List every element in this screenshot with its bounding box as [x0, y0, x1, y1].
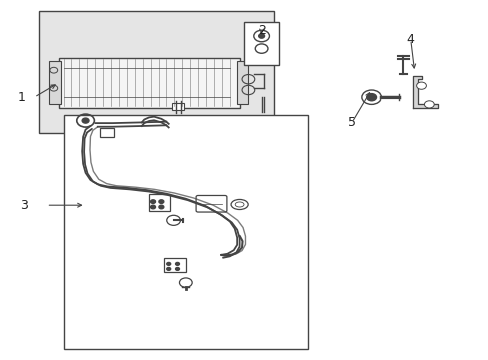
- FancyBboxPatch shape: [163, 258, 185, 272]
- Ellipse shape: [230, 199, 247, 210]
- Circle shape: [175, 262, 179, 265]
- Text: 3: 3: [20, 199, 28, 212]
- FancyBboxPatch shape: [149, 194, 169, 211]
- Circle shape: [361, 90, 381, 104]
- Circle shape: [150, 200, 155, 203]
- Polygon shape: [412, 76, 437, 108]
- FancyBboxPatch shape: [100, 128, 114, 137]
- FancyBboxPatch shape: [172, 103, 184, 110]
- Circle shape: [424, 101, 433, 108]
- Ellipse shape: [235, 202, 244, 207]
- Circle shape: [166, 262, 170, 265]
- Circle shape: [258, 34, 264, 38]
- Circle shape: [416, 82, 426, 89]
- Text: 1: 1: [18, 91, 26, 104]
- FancyBboxPatch shape: [63, 115, 307, 349]
- FancyBboxPatch shape: [59, 58, 239, 108]
- Circle shape: [159, 205, 163, 209]
- FancyBboxPatch shape: [196, 195, 226, 212]
- Circle shape: [150, 205, 155, 209]
- FancyBboxPatch shape: [244, 22, 278, 65]
- Text: 2: 2: [257, 24, 265, 37]
- Circle shape: [166, 267, 170, 270]
- FancyBboxPatch shape: [39, 11, 273, 133]
- Circle shape: [159, 200, 163, 203]
- FancyBboxPatch shape: [237, 61, 247, 104]
- Text: 4: 4: [406, 33, 414, 46]
- Circle shape: [82, 118, 89, 123]
- Circle shape: [175, 267, 179, 270]
- Circle shape: [366, 94, 376, 101]
- FancyBboxPatch shape: [49, 61, 61, 104]
- Text: 5: 5: [347, 116, 355, 129]
